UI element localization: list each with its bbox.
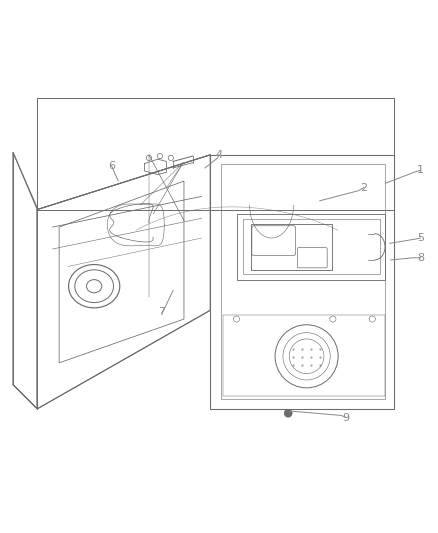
Text: 2: 2 <box>360 183 367 192</box>
Text: 1: 1 <box>417 165 424 175</box>
Text: 6: 6 <box>108 161 115 171</box>
Circle shape <box>284 409 292 417</box>
Text: 9: 9 <box>343 413 350 423</box>
Text: 4: 4 <box>215 150 223 160</box>
Text: 7: 7 <box>159 308 166 318</box>
Text: 5: 5 <box>417 233 424 243</box>
Text: 8: 8 <box>417 253 424 263</box>
